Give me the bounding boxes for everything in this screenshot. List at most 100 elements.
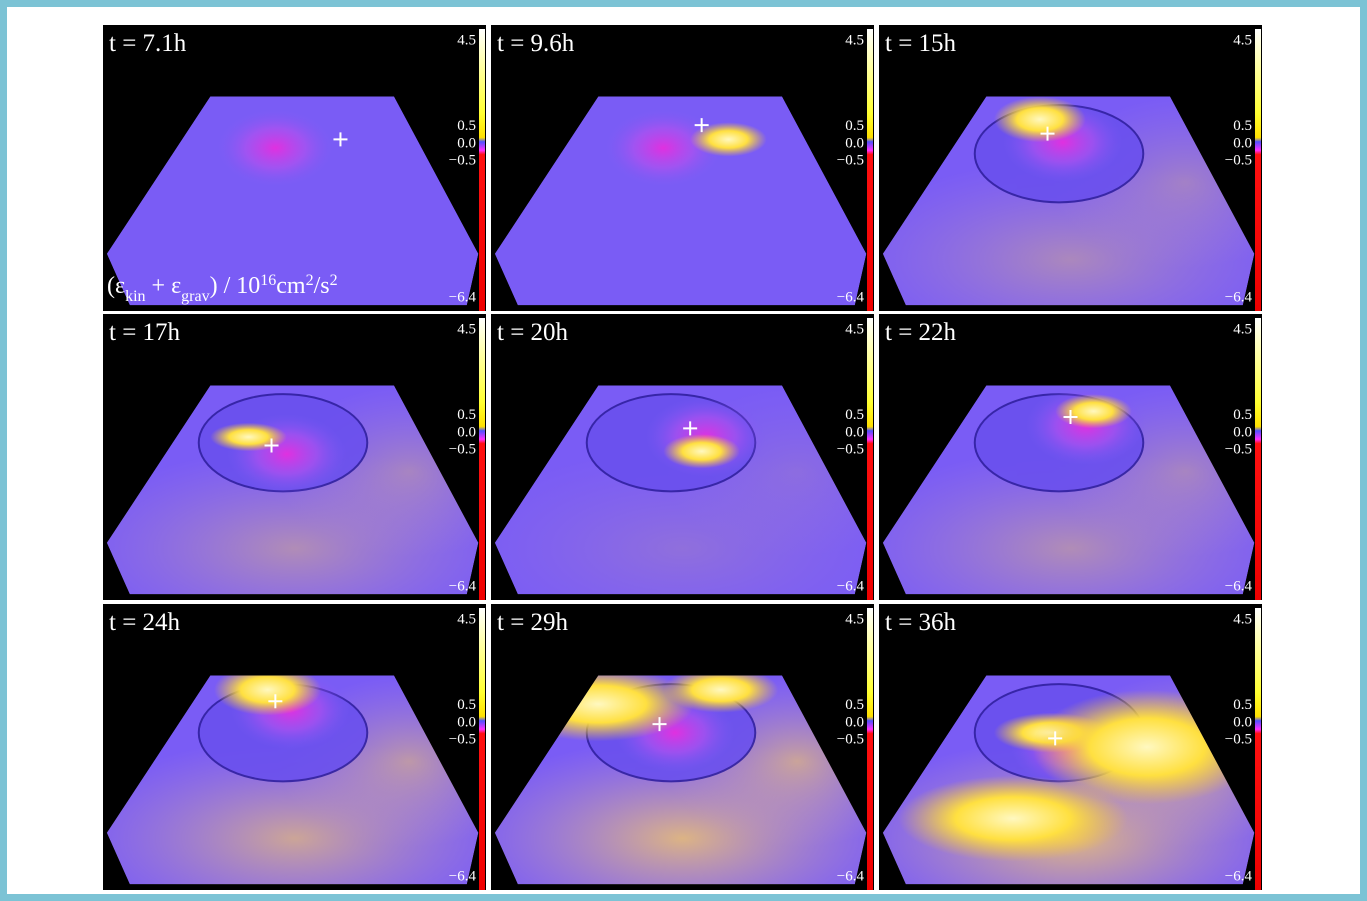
colorbar-tick-label: 0.0 (1233, 135, 1252, 151)
high-energy-region (210, 422, 287, 452)
colorbar-tick-label: 4.5 (845, 321, 864, 337)
time-label: t = 22h (885, 319, 957, 346)
high-energy-region (690, 122, 767, 157)
panel: 4.5 0.50.0−0.5 −6.4 t = 17h (103, 314, 486, 600)
time-label: t = 20h (497, 319, 569, 346)
colorbar-tick-label: 0.5 (845, 697, 864, 713)
panel: 4.5 0.50.0−0.5 −6.4 t = 36h (879, 604, 1262, 890)
high-energy-region (1055, 394, 1132, 429)
label-part: 16 (260, 272, 276, 289)
label-part: + ε (146, 273, 182, 299)
simulation-image (494, 675, 867, 885)
colorbar-tick-label: −0.5 (837, 731, 864, 747)
hex-domain (494, 96, 867, 306)
panel: 4.5 0.50.0−0.5 −6.4 t = 22h (879, 314, 1262, 600)
cross-marker (652, 717, 667, 732)
simulation-image (494, 96, 867, 306)
colorbar-tick-label: −6.4 (1225, 579, 1253, 595)
colorbar-tick-label: 0.0 (1233, 714, 1252, 730)
colorbar-tick-label: −6.4 (1225, 869, 1253, 885)
colorbar-tick-label: 0.5 (1233, 697, 1252, 713)
panel: 4.5 0.50.0−0.5 −6.4 t = 7.1h (εkin + εgrav) … (103, 25, 486, 311)
colorbar-tick-label: 4.5 (1233, 321, 1252, 337)
label-part: /s (314, 273, 330, 299)
colorbar-tick-label: 0.5 (845, 407, 864, 423)
colorbar (1255, 29, 1261, 311)
hex-domain (106, 96, 479, 306)
simulation-image (106, 96, 479, 306)
cross-marker (1040, 126, 1055, 141)
cross-marker (264, 438, 279, 453)
colorbar (1255, 608, 1261, 890)
colorbar (479, 29, 485, 311)
simulation-image (106, 385, 479, 595)
colorbar-tick-label: 0.0 (1233, 424, 1252, 440)
colorbar-tick-label: −0.5 (449, 731, 476, 747)
colorbar-tick-label: −0.5 (1225, 441, 1252, 457)
colorbar-tick-label: 0.5 (1233, 118, 1252, 134)
colorbar-tick-label: −6.4 (449, 290, 477, 306)
colorbar-tick-label: 4.5 (845, 32, 864, 48)
time-label: t = 15h (885, 30, 957, 57)
panel: 4.5 0.50.0−0.5 −6.4 t = 29h (491, 604, 874, 890)
label-part: 2 (306, 272, 314, 289)
colorbar-quantity-label: (εkin + εgrav) / 1016cm2/s2 (107, 272, 338, 305)
label-part: 2 (330, 272, 338, 289)
colorbar-tick-label: −0.5 (837, 441, 864, 457)
high-energy-region (993, 96, 1086, 143)
colorbar-tick-label: 4.5 (845, 611, 864, 627)
colorbar-tick-label: 0.0 (845, 135, 864, 151)
panel: 4.5 0.50.0−0.5 −6.4 t = 24h (103, 604, 486, 890)
colorbar-tick-label: 4.5 (1233, 611, 1252, 627)
colorbar-tick-label: 4.5 (457, 321, 476, 337)
colorbar-tick-label: −6.4 (449, 579, 477, 595)
colorbar-tick-label: 0.5 (457, 697, 476, 713)
label-part: ) / 10 (210, 273, 261, 299)
high-energy-region (898, 775, 1128, 862)
colorbar-tick-label: 0.0 (845, 424, 864, 440)
colorbar-tick-label: −0.5 (837, 152, 864, 168)
colorbar (479, 318, 485, 600)
colorbar-tick-label: −0.5 (449, 441, 476, 457)
colorbar-tick-label: 0.0 (845, 714, 864, 730)
cross-marker (1063, 409, 1078, 424)
colorbar-tick-label: 0.5 (457, 407, 476, 423)
time-label: t = 36h (885, 609, 957, 636)
high-energy-region (663, 675, 779, 713)
colorbar-tick-label: −6.4 (837, 290, 865, 306)
cross-marker (694, 118, 709, 133)
panel: 4.5 0.50.0−0.5 −6.4 t = 20h (491, 314, 874, 600)
time-label: t = 17h (109, 319, 181, 346)
colorbar-tick-label: 0.0 (457, 424, 476, 440)
colorbar-tick-label: 0.5 (845, 118, 864, 134)
core (215, 107, 336, 188)
colorbar (867, 608, 873, 890)
high-energy-region (214, 675, 322, 716)
colorbar (1255, 318, 1261, 600)
colorbar-tick-label: 4.5 (457, 611, 476, 627)
time-label: t = 24h (109, 609, 181, 636)
colorbar (867, 318, 873, 600)
time-label: t = 9.6h (497, 30, 575, 57)
colorbar-tick-label: 0.0 (457, 135, 476, 151)
label-part: grav (181, 288, 209, 305)
cross-marker (1048, 731, 1063, 746)
panel: 4.5 0.50.0−0.5 −6.4 t = 9.6h (491, 25, 874, 311)
label-part: cm (276, 273, 306, 299)
high-energy-region (663, 434, 740, 469)
core (603, 107, 724, 188)
colorbar-tick-label: 4.5 (457, 32, 476, 48)
label-part: kin (125, 288, 145, 305)
colorbar-tick-label: 0.5 (457, 118, 476, 134)
colorbar-tick-label: −6.4 (449, 869, 477, 885)
time-label: t = 29h (497, 609, 569, 636)
colorbar-tick-label: −6.4 (837, 869, 865, 885)
colorbar-tick-label: −0.5 (1225, 731, 1252, 747)
colorbar (867, 29, 873, 311)
colorbar-tick-label: −6.4 (1225, 290, 1253, 306)
time-label: t = 7.1h (109, 30, 187, 57)
colorbar-tick-label: 4.5 (1233, 32, 1252, 48)
colorbar (479, 608, 485, 890)
cross-marker (268, 694, 283, 709)
